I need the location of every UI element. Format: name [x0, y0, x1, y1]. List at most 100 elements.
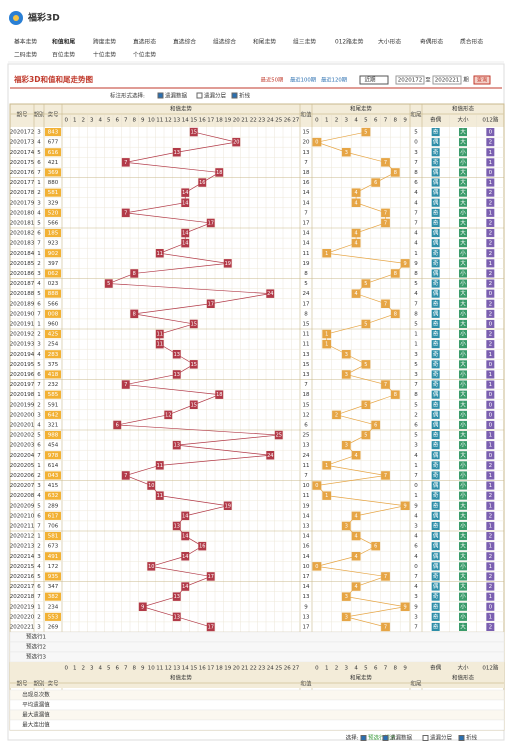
shape-value: 1 — [489, 614, 493, 620]
nav-link[interactable]: 组三走势 — [293, 38, 316, 46]
nav-link[interactable]: 二码走势 — [14, 51, 37, 59]
option-label[interactable]: 遗漏数据 — [165, 92, 188, 100]
shape-value: 小 — [460, 340, 466, 348]
recent-link[interactable]: 最近120期 — [321, 76, 347, 84]
week: 2 — [37, 261, 41, 267]
tail-mark-label: 1 — [325, 251, 328, 257]
checkbox[interactable] — [382, 735, 389, 741]
th-col: 2 — [82, 666, 86, 672]
from-input[interactable] — [395, 75, 425, 85]
shape-cell — [431, 400, 440, 409]
shape-value: 小 — [460, 562, 466, 570]
period: 2020174 — [10, 150, 35, 156]
shape-cell — [431, 612, 440, 621]
shape-cell — [431, 259, 440, 268]
sum-value: 15 — [303, 402, 310, 408]
nav-link[interactable]: 直选形态 — [133, 38, 156, 46]
shape-cell — [459, 370, 467, 379]
shape-cell — [431, 592, 440, 601]
checkbox[interactable] — [157, 92, 164, 99]
nav-link[interactable]: 十位走势 — [93, 51, 116, 59]
shape-value: 小 — [460, 592, 466, 600]
shape-cell — [459, 128, 467, 137]
sum-value: 5 — [304, 281, 308, 287]
sum-value: 12 — [303, 412, 310, 418]
period: 2020172 — [10, 130, 35, 136]
draw: 425 — [48, 332, 59, 338]
nav-link[interactable]: 百位走势 — [52, 51, 75, 59]
tail-mark-label: 7 — [384, 382, 387, 388]
shape-value: 大 — [460, 128, 466, 136]
shape-cell — [486, 299, 495, 308]
query-button[interactable] — [473, 75, 491, 85]
nav-link[interactable]: 和尾走势 — [253, 38, 276, 46]
query-text[interactable]: 查询 — [477, 76, 488, 84]
footer-option[interactable]: 折线 — [466, 734, 478, 742]
th-col: 5 — [107, 666, 111, 672]
shape-value: 1 — [489, 483, 493, 489]
sum-line — [108, 131, 279, 628]
week: 1 — [37, 251, 41, 257]
shape-cell — [486, 420, 495, 429]
shape-cell — [459, 511, 467, 520]
checkbox[interactable] — [422, 735, 429, 741]
footer-option[interactable]: 遗漏数据 — [390, 734, 413, 742]
sum-value: 13 — [303, 443, 310, 449]
tail-mark-label: 1 — [325, 493, 328, 499]
th-group: 和值走势 — [170, 674, 193, 682]
option-label[interactable]: 遗漏分层 — [204, 92, 227, 100]
tail-mark-label: 7 — [384, 574, 387, 580]
select-box[interactable] — [359, 75, 389, 85]
nav-link[interactable]: 组选综合 — [213, 38, 236, 46]
th-group: 和尾走势 — [350, 105, 373, 113]
logo-dot — [13, 15, 19, 21]
tail-mark-label: 8 — [394, 271, 397, 277]
nav-link[interactable]: 和值和尾 — [51, 38, 75, 46]
tail-value: 3 — [414, 443, 418, 449]
nav-link[interactable]: 质合形态 — [460, 38, 483, 46]
draw: 421 — [48, 160, 59, 166]
nav-link[interactable]: 跨度走势 — [93, 38, 116, 46]
recent-link[interactable]: 最近50期 — [261, 76, 284, 84]
preview-label: 预选行1 — [26, 633, 46, 641]
period: 2020203 — [10, 443, 35, 449]
th-col: 4 — [99, 666, 103, 672]
recent-link[interactable]: 最近100期 — [290, 76, 316, 84]
draw: 566 — [48, 301, 59, 307]
draw-bg — [45, 198, 61, 207]
checkbox[interactable] — [231, 92, 238, 99]
tail-value: 3 — [414, 150, 418, 156]
th-col: 27 — [292, 118, 299, 124]
nav-link[interactable]: 个位走势 — [133, 51, 156, 59]
shape-value: 小 — [460, 279, 466, 287]
footer-option[interactable]: 预选行提示 — [368, 734, 396, 742]
checkbox[interactable] — [360, 735, 367, 741]
shape-value: 偶 — [433, 481, 439, 489]
nav-link[interactable]: 奇偶形态 — [420, 38, 443, 46]
nav-link[interactable]: 直选综合 — [173, 38, 196, 46]
shape-cell — [486, 390, 495, 399]
shape-value: 小 — [460, 208, 466, 216]
shape-cell — [431, 491, 440, 500]
shape-cell — [431, 542, 440, 551]
sum-value: 13 — [303, 150, 310, 156]
checkbox[interactable] — [458, 735, 465, 741]
shape-value: 奇 — [433, 340, 439, 348]
shape-value: 大 — [460, 622, 466, 630]
preview-row — [9, 641, 505, 653]
sum-value: 14 — [303, 190, 310, 196]
shape-cell — [459, 269, 467, 278]
sum-mark-label: 13 — [174, 372, 180, 378]
footer-option[interactable]: 遗漏分层 — [430, 734, 453, 742]
nav-link[interactable]: 基本走势 — [14, 38, 37, 46]
nav-link[interactable]: 012路走势 — [335, 38, 364, 46]
sum-mark-label: 8 — [133, 311, 136, 317]
nav-link[interactable]: 大小形态 — [378, 38, 401, 46]
shape-cell — [486, 582, 495, 591]
to-input[interactable] — [432, 75, 462, 85]
checkbox[interactable] — [196, 92, 203, 99]
period: 2020197 — [10, 382, 35, 388]
option-label[interactable]: 折线 — [239, 92, 251, 100]
draw: 585 — [48, 392, 59, 398]
shape-value: 2 — [489, 301, 493, 307]
